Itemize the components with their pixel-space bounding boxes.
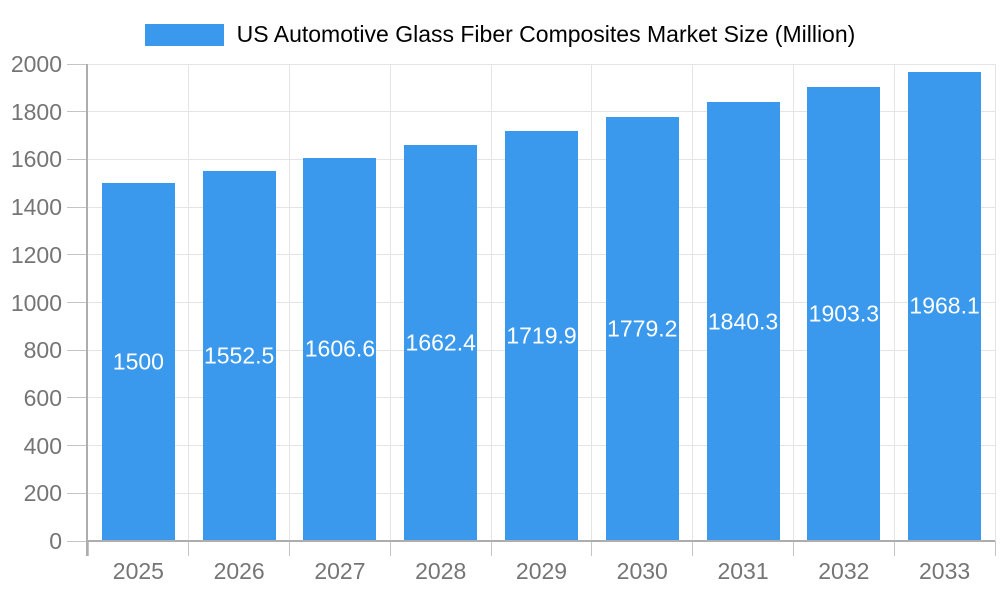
bar-value-label: 1779.2	[607, 315, 678, 342]
y-tick	[67, 540, 88, 542]
bar-value-label: 1500	[112, 348, 164, 375]
x-tick	[289, 541, 291, 556]
y-tick	[67, 349, 88, 351]
bar[interactable]	[101, 183, 175, 541]
y-tick	[67, 158, 88, 160]
bar[interactable]	[404, 144, 478, 541]
x-axis-label: 2027	[314, 558, 366, 584]
bar[interactable]	[303, 157, 377, 541]
bar-value-label: 1968.1	[909, 292, 980, 319]
x-gridline	[591, 64, 593, 541]
y-tick-label: 1200	[10, 241, 62, 268]
bar[interactable]	[706, 102, 780, 541]
y-tick-label: 400	[23, 432, 62, 459]
x-tick	[490, 541, 492, 556]
x-axis-label: 2033	[919, 558, 971, 584]
x-axis-label: 2028	[415, 558, 467, 584]
x-tick	[893, 541, 895, 556]
bar-value-label: 1606.6	[304, 335, 376, 362]
y-tick-label: 1000	[10, 289, 62, 316]
x-tick	[692, 541, 694, 556]
x-gridline	[994, 64, 996, 541]
x-gridline	[490, 64, 492, 541]
x-tick	[188, 541, 190, 556]
y-tick-label: 1400	[10, 194, 62, 221]
x-gridline	[389, 64, 391, 541]
bar[interactable]	[807, 87, 881, 541]
bar-value-label: 1840.3	[707, 308, 779, 335]
x-axis-label: 2026	[213, 558, 265, 584]
y-tick-label: 800	[23, 337, 62, 364]
bar[interactable]	[202, 170, 276, 541]
x-axis-label: 2029	[515, 558, 568, 584]
x-tick	[792, 541, 794, 556]
x-gridline	[692, 64, 694, 541]
x-tick	[591, 541, 593, 556]
y-tick	[67, 302, 88, 303]
x-tick	[87, 541, 89, 556]
y-tick	[67, 445, 88, 447]
y-tick	[67, 63, 88, 65]
y-tick	[67, 492, 88, 494]
x-axis-label: 2031	[717, 558, 769, 584]
y-tick	[67, 397, 88, 399]
x-axis-line	[88, 540, 995, 542]
bar-value-label: 1719.9	[506, 322, 577, 349]
y-tick-label: 200	[23, 480, 62, 507]
y-tick-label: 0	[49, 528, 62, 554]
y-tick-label: 1600	[10, 146, 62, 173]
bar-value-label: 1552.5	[203, 342, 275, 369]
y-axis-line	[86, 64, 88, 556]
x-axis-label: 2032	[818, 558, 870, 584]
y-tick	[67, 111, 88, 113]
x-gridline	[893, 64, 895, 541]
bar-value-label: 1662.4	[405, 329, 476, 356]
legend-swatch	[144, 23, 224, 46]
y-gridline	[88, 111, 995, 113]
x-gridline	[289, 64, 291, 541]
legend-title: US Automotive Glass Fiber Composites Mar…	[236, 21, 856, 47]
x-tick	[389, 541, 391, 556]
y-tick	[67, 254, 88, 256]
bar[interactable]	[505, 130, 578, 541]
x-tick	[994, 541, 996, 556]
x-axis-label: 2030	[616, 558, 668, 584]
bar[interactable]	[605, 116, 679, 541]
x-gridline	[792, 64, 794, 541]
bar[interactable]	[908, 71, 982, 541]
y-tick	[67, 206, 88, 208]
x-gridline	[188, 64, 190, 541]
x-axis-label: 2025	[112, 558, 164, 584]
y-gridline	[88, 63, 995, 65]
y-tick-label: 2000	[10, 51, 62, 77]
bar-value-label: 1903.3	[808, 300, 880, 327]
y-tick-label: 1800	[10, 98, 62, 125]
chart-legend[interactable]: US Automotive Glass Fiber Composites Mar…	[0, 21, 1000, 48]
y-tick-label: 600	[23, 384, 62, 411]
